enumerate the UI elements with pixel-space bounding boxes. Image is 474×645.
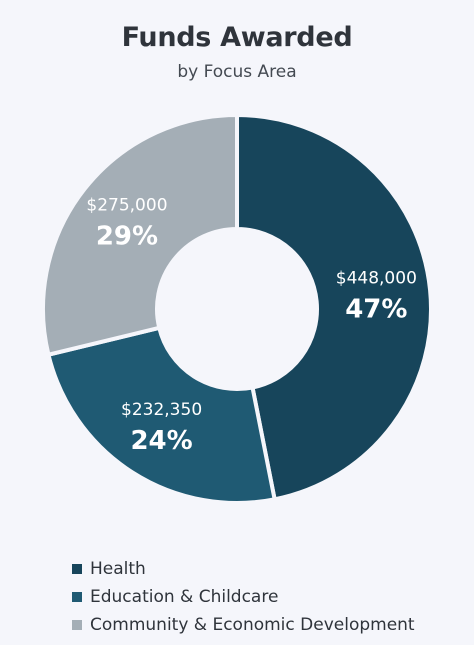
slice-percent-label: 24%	[130, 426, 192, 456]
legend-swatch	[72, 620, 82, 630]
legend-swatch	[72, 564, 82, 574]
slice-percent-label: 47%	[345, 294, 407, 324]
legend-label: Education & Childcare	[90, 587, 279, 607]
donut-slice-2	[46, 325, 277, 505]
slice-value-label: $448,000	[336, 268, 417, 288]
chart-title: Funds Awarded	[121, 22, 353, 53]
chart-legend: Health Education & Childcare Community & E…	[72, 555, 415, 639]
slice-value-label: $232,350	[121, 400, 202, 420]
legend-item: Education & Childcare	[72, 583, 415, 611]
donut-slice-3	[41, 112, 239, 358]
slice-value-label: $275,000	[86, 195, 167, 215]
legend-label: Community & Economic Development	[90, 615, 415, 635]
chart-subtitle: by Focus Area	[177, 62, 297, 82]
donut-chart: $448,000 47% $232,350 24% $275,000 29%	[41, 112, 433, 505]
donut-slice-1	[235, 112, 433, 502]
legend-item: Community & Economic Development	[72, 611, 415, 639]
legend-item: Health	[72, 555, 415, 583]
legend-swatch	[72, 592, 82, 602]
legend-label: Health	[90, 559, 146, 579]
slice-percent-label: 29%	[96, 221, 158, 251]
